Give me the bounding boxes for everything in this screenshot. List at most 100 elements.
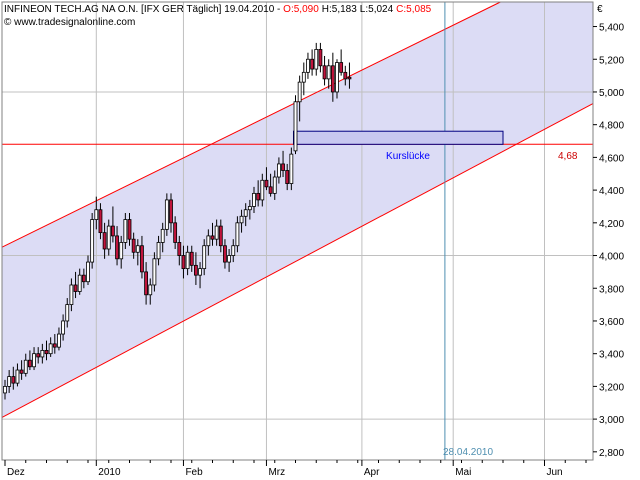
candle xyxy=(326,59,331,89)
candle xyxy=(231,239,236,263)
candle-body xyxy=(310,58,315,70)
title-main: INFINEON TECH.AG NA O.N. [IFX GER Täglic… xyxy=(4,4,283,15)
candle-body xyxy=(231,245,236,256)
candle-body xyxy=(15,369,20,384)
candle-body xyxy=(86,261,90,283)
candle xyxy=(276,157,281,184)
candle xyxy=(306,52,310,79)
candle xyxy=(169,193,173,233)
y-tick-label: 5,200 xyxy=(599,55,624,66)
candle-body xyxy=(11,376,16,384)
x-tick-label: Apr xyxy=(364,467,380,478)
candle xyxy=(314,42,319,76)
y-tick-label: 3,600 xyxy=(599,317,624,328)
candle-body xyxy=(52,343,57,348)
candle-body xyxy=(181,255,186,270)
candle xyxy=(301,62,306,96)
candle-body xyxy=(214,225,219,240)
candle xyxy=(189,245,194,272)
vertical-grid xyxy=(95,2,545,460)
candle xyxy=(335,59,339,99)
candle xyxy=(173,216,178,249)
candle-body xyxy=(330,65,335,93)
x-tick-label: Jun xyxy=(547,467,563,478)
candle xyxy=(86,255,90,285)
candle xyxy=(347,62,352,89)
y-tick-label: 4,600 xyxy=(599,153,624,164)
x-tick-label: Mrz xyxy=(268,467,285,478)
candle-body xyxy=(306,58,310,73)
candle-body xyxy=(239,215,244,224)
candle-body xyxy=(7,376,12,387)
candle xyxy=(214,219,219,246)
channel-upper-line xyxy=(1,1,501,248)
candle-body xyxy=(206,235,211,247)
candle xyxy=(339,49,344,76)
candle xyxy=(152,252,157,292)
candle xyxy=(123,213,128,249)
candle-body xyxy=(61,320,65,335)
candle xyxy=(3,379,7,400)
candle xyxy=(111,206,115,243)
candle xyxy=(7,370,12,393)
candle xyxy=(106,219,111,256)
candle xyxy=(140,235,144,279)
candle-body xyxy=(272,176,277,194)
candle xyxy=(164,193,169,236)
candle xyxy=(115,226,119,266)
candle-body xyxy=(27,359,32,368)
candle xyxy=(202,239,207,276)
candle xyxy=(131,232,136,259)
candle-body xyxy=(235,222,240,247)
candle-body xyxy=(210,235,215,240)
candle xyxy=(343,65,348,86)
candle xyxy=(193,252,198,285)
candle xyxy=(235,216,240,253)
copyright-notice: © www.tradesignalonline.com xyxy=(4,17,135,28)
candle xyxy=(198,262,202,289)
candle xyxy=(27,350,32,371)
candle xyxy=(127,213,132,246)
candlesticks xyxy=(3,42,352,400)
candle xyxy=(252,186,256,214)
candle xyxy=(44,340,49,361)
candle-body xyxy=(144,271,149,296)
candle-body xyxy=(289,153,294,184)
candle-body xyxy=(260,179,265,201)
candle xyxy=(260,173,265,207)
candle xyxy=(281,150,285,178)
candle-body xyxy=(347,76,352,80)
candle xyxy=(135,239,140,266)
candle-body xyxy=(326,65,331,80)
y-tick-label: 4,400 xyxy=(599,186,624,197)
candle-body xyxy=(276,163,281,178)
gap-label: Kurslücke xyxy=(386,151,430,162)
candle xyxy=(61,314,65,341)
candle xyxy=(102,222,107,259)
candle-body xyxy=(32,353,36,368)
candle-body xyxy=(227,255,232,263)
candle xyxy=(119,235,124,269)
candle-body xyxy=(177,242,182,256)
x-tick-label: Dez xyxy=(7,467,25,478)
candle-body xyxy=(202,245,207,270)
candle xyxy=(185,245,190,276)
currency-symbol: € xyxy=(597,4,603,15)
chart-title: INFINEON TECH.AG NA O.N. [IFX GER Täglic… xyxy=(4,4,432,15)
candle xyxy=(330,52,335,102)
candle-body xyxy=(40,350,45,358)
candle-body xyxy=(115,235,119,260)
candle-body xyxy=(106,225,111,250)
y-tick-label: 4,800 xyxy=(599,121,624,132)
candle xyxy=(11,366,16,390)
candle-body xyxy=(81,274,86,283)
y-axis: 2,800 3,000 3,200 3,400 3,600 3,800 4,000 4,200… xyxy=(593,23,624,459)
candle xyxy=(264,167,269,191)
candle-body xyxy=(193,264,198,276)
y-tick-label: 3,400 xyxy=(599,350,624,361)
candle-body xyxy=(218,225,223,247)
y-tick-label: 3,000 xyxy=(599,415,624,426)
channel-lower-line xyxy=(1,103,594,418)
candle xyxy=(272,170,277,200)
